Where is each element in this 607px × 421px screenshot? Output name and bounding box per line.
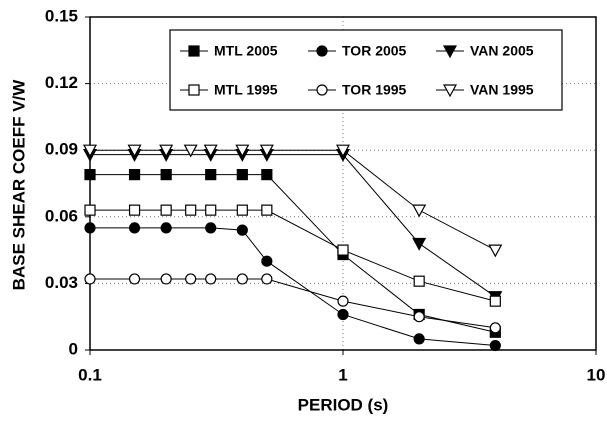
data-point <box>82 144 98 158</box>
data-point <box>261 204 273 216</box>
data-point <box>413 311 425 323</box>
legend-marker <box>442 45 458 59</box>
series-line <box>90 278 496 329</box>
data-point <box>84 204 96 216</box>
data-point <box>128 222 141 234</box>
data-point <box>159 144 174 158</box>
data-point <box>261 169 273 181</box>
legend-label: VAN 2005 <box>470 43 534 59</box>
data-point <box>183 144 198 158</box>
data-point <box>412 204 427 218</box>
data-point <box>259 144 274 158</box>
legend-marker <box>442 84 458 98</box>
legend-label: MTL 1995 <box>214 82 278 98</box>
data-point <box>84 273 96 285</box>
legend-marker <box>316 45 328 57</box>
plot-frame <box>89 16 597 351</box>
y-tick-label: 0.06 <box>45 206 78 225</box>
legend-marker <box>316 84 328 96</box>
data-point <box>127 144 142 158</box>
x-tick-label: 0.1 <box>78 365 102 384</box>
data-point <box>488 244 503 258</box>
data-point <box>128 169 141 181</box>
data-point <box>128 204 141 216</box>
data-point <box>489 322 501 334</box>
data-point <box>205 222 217 234</box>
data-point <box>236 273 248 285</box>
y-tick-label: 0.03 <box>45 273 78 292</box>
data-point <box>185 204 197 216</box>
legend-box <box>169 29 563 111</box>
data-point <box>261 273 273 285</box>
data-point <box>205 169 217 181</box>
series-line <box>90 209 496 302</box>
data-point <box>236 169 248 181</box>
data-point <box>160 169 172 181</box>
data-point <box>205 204 217 216</box>
data-point <box>84 169 96 181</box>
data-point <box>160 204 172 216</box>
x-axis-label: PERIOD (s) <box>298 395 389 414</box>
data-point <box>185 273 197 285</box>
data-point <box>236 224 248 236</box>
y-tick-label: 0.09 <box>45 140 78 159</box>
data-point <box>413 333 425 345</box>
data-point <box>235 144 250 158</box>
data-point <box>236 204 248 216</box>
data-point <box>337 295 349 307</box>
data-point <box>205 273 217 285</box>
legend-label: VAN 1995 <box>470 82 534 98</box>
y-tick-label: 0 <box>69 339 78 358</box>
data-point <box>160 222 172 234</box>
legend-label: TOR 2005 <box>342 43 407 59</box>
data-point <box>413 275 425 287</box>
data-point <box>337 244 349 256</box>
legend-marker <box>188 45 200 57</box>
legend-label: TOR 1995 <box>342 82 407 98</box>
y-axis-label: BASE SHEAR COEFF V/W <box>9 79 28 291</box>
series-line <box>90 149 496 251</box>
data-point <box>335 144 351 158</box>
y-tick-label: 0.12 <box>45 73 78 92</box>
data-point <box>337 308 349 321</box>
data-point <box>203 144 218 158</box>
data-point <box>489 295 501 307</box>
data-point <box>489 339 501 352</box>
data-point <box>160 273 172 285</box>
data-point <box>261 255 273 267</box>
x-tick-label: 10 <box>587 365 606 384</box>
legend-marker <box>188 84 200 96</box>
y-tick-label: 0.15 <box>45 6 78 25</box>
x-tick-label: 1 <box>338 365 347 384</box>
data-point <box>412 237 427 251</box>
data-point <box>128 273 141 285</box>
legend-label: MTL 2005 <box>214 43 278 59</box>
data-point <box>84 222 96 234</box>
